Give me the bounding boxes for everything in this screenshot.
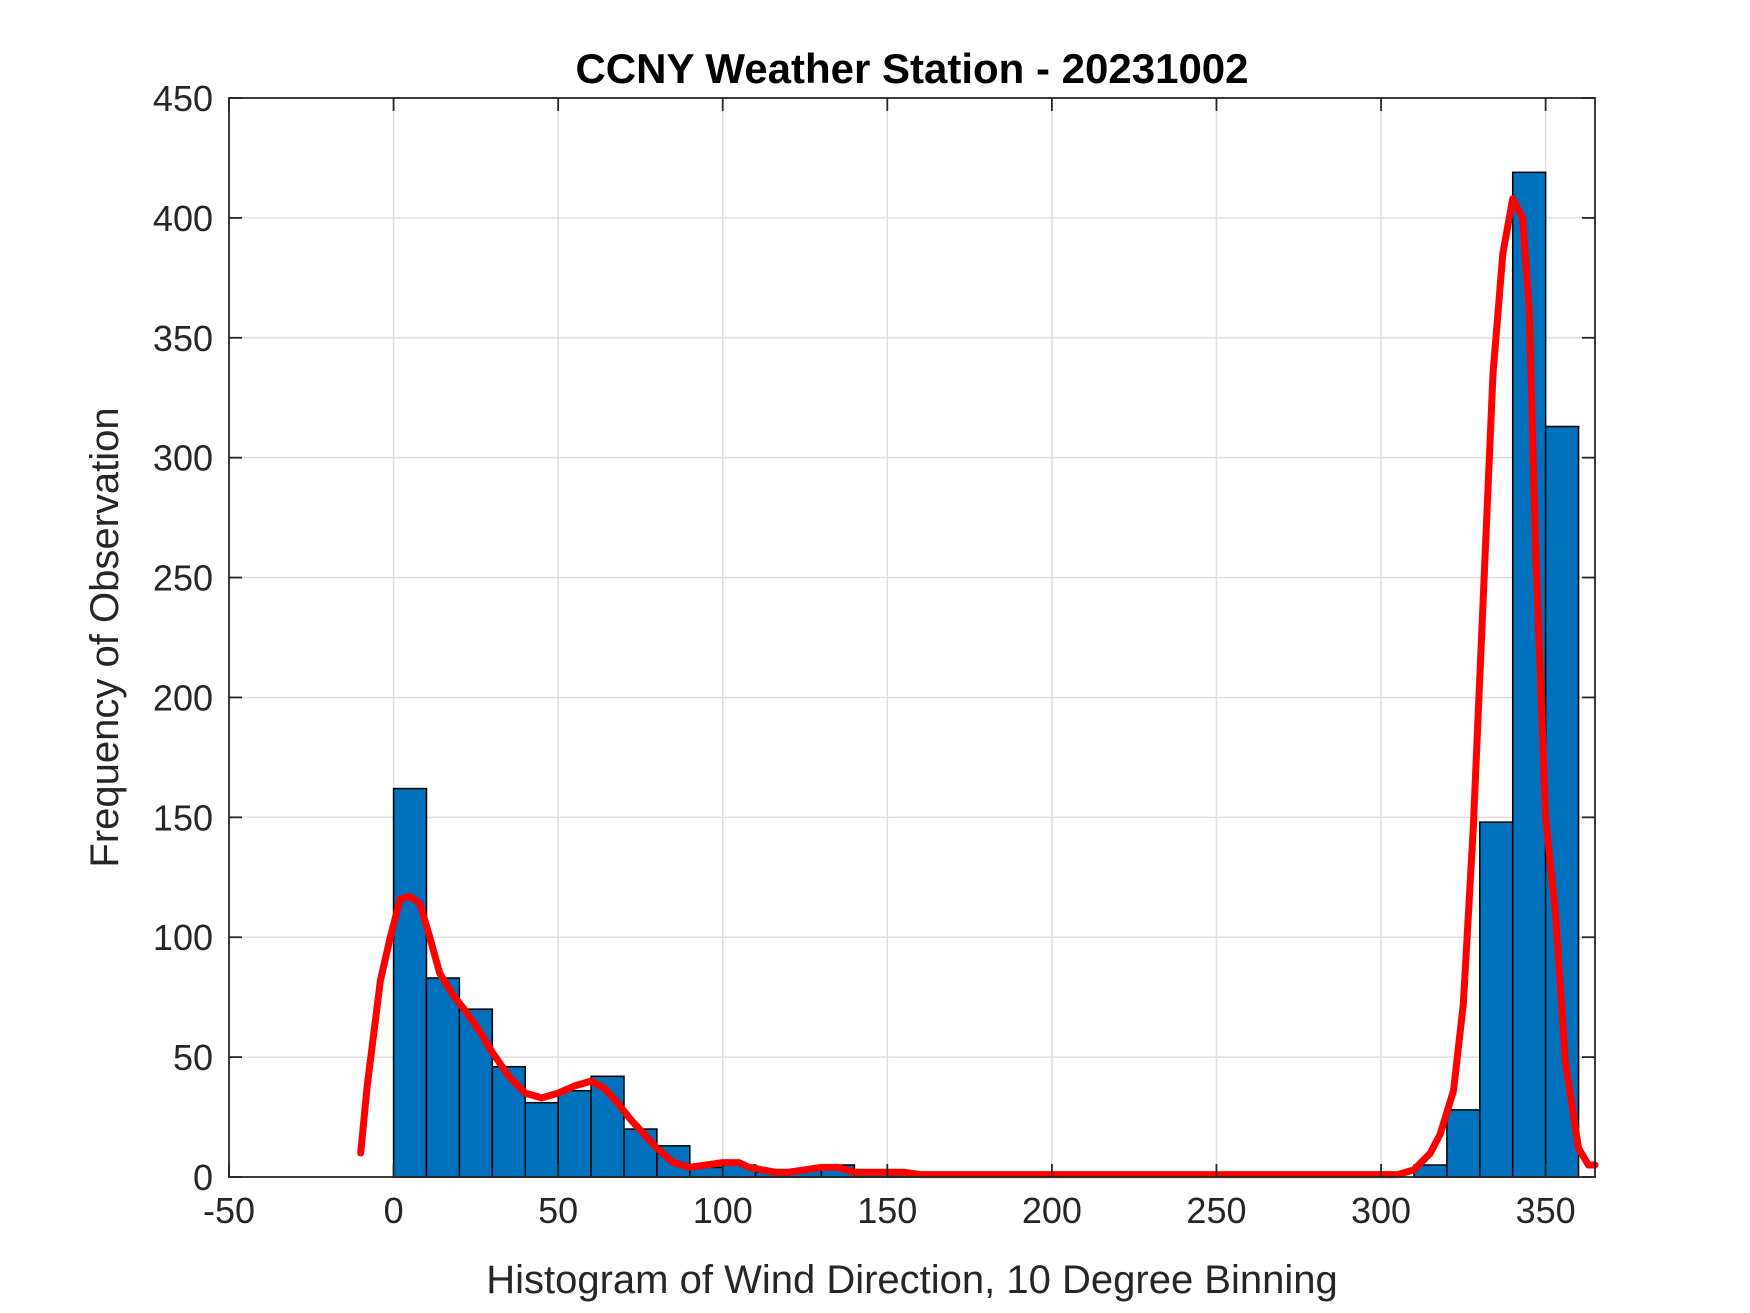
histogram-bar bbox=[1446, 1109, 1481, 1178]
histogram-bar bbox=[623, 1128, 658, 1178]
x-tick-label: -50 bbox=[203, 1190, 255, 1231]
x-tick-label: 250 bbox=[1186, 1190, 1246, 1231]
axes-frame bbox=[228, 97, 1596, 1178]
y-tick-label: 350 bbox=[153, 318, 213, 359]
x-tick-label: 100 bbox=[693, 1190, 753, 1231]
x-axis-label: Histogram of Wind Direction, 10 Degree B… bbox=[486, 1258, 1338, 1302]
histogram-bar bbox=[557, 1089, 592, 1178]
density-fit-line bbox=[357, 195, 1599, 1179]
y-tick-label: 300 bbox=[153, 438, 213, 479]
x-tick-label: 50 bbox=[538, 1190, 578, 1231]
x-tick-label: 200 bbox=[1022, 1190, 1082, 1231]
y-axis-label: Frequency of Observation bbox=[83, 407, 127, 867]
y-tick-label: 150 bbox=[153, 797, 213, 838]
y-tick-label: 0 bbox=[193, 1157, 213, 1198]
histogram-bar bbox=[425, 977, 461, 1178]
x-tick-labels: -50 0 50 100 150 200 250 300 350 bbox=[203, 1190, 1576, 1231]
x-tick-label: 350 bbox=[1516, 1190, 1576, 1231]
histogram-bar bbox=[392, 787, 428, 1178]
y-tick-label: 450 bbox=[153, 78, 213, 119]
histogram-bar bbox=[458, 1008, 494, 1178]
y-tick-labels: 0 50 100 150 200 250 300 350 400 450 bbox=[153, 78, 213, 1198]
x-tick-label: 300 bbox=[1351, 1190, 1411, 1231]
y-tick-label: 400 bbox=[153, 198, 213, 239]
x-tick-label: 150 bbox=[857, 1190, 917, 1231]
x-tick-label: 0 bbox=[384, 1190, 404, 1231]
y-tick-label: 50 bbox=[173, 1037, 213, 1078]
chart-title: CCNY Weather Station - 20231002 bbox=[575, 45, 1248, 92]
axis-ticks bbox=[228, 97, 1595, 1178]
histogram-bar bbox=[1479, 821, 1514, 1178]
histogram-bar bbox=[524, 1101, 559, 1178]
y-tick-label: 100 bbox=[153, 917, 213, 958]
y-tick-label: 250 bbox=[153, 558, 213, 599]
histogram-bar bbox=[1544, 425, 1580, 1178]
y-tick-label: 200 bbox=[153, 677, 213, 718]
axes-box bbox=[228, 97, 1596, 1178]
